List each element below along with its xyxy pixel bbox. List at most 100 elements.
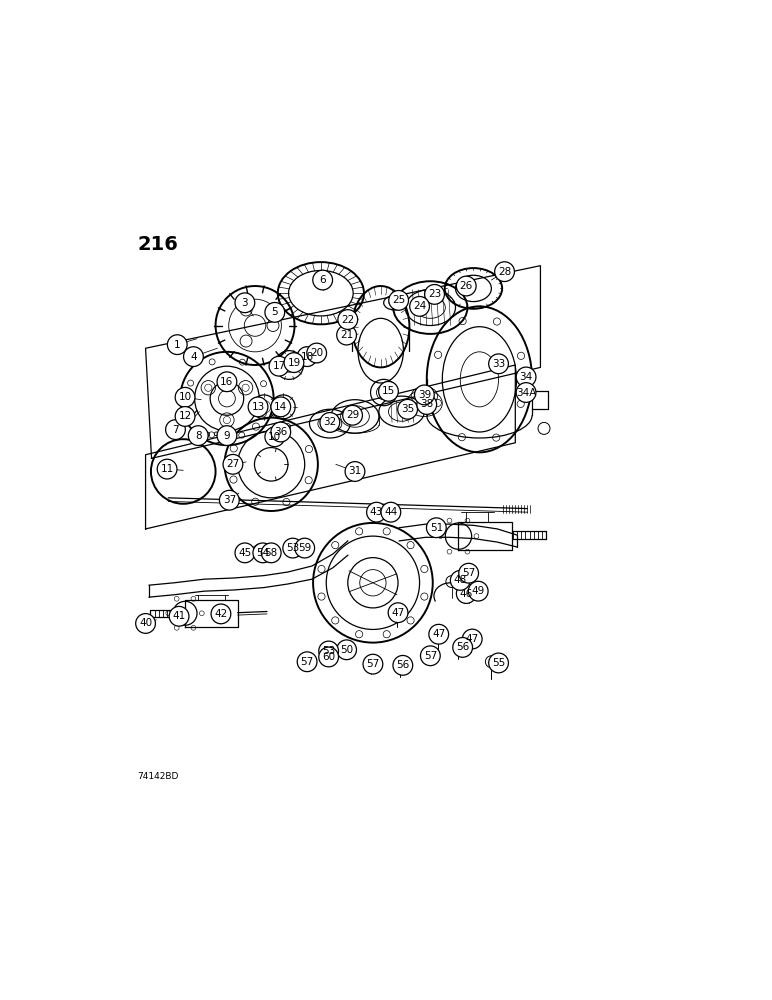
Text: 56: 56	[396, 660, 409, 670]
Text: 47: 47	[391, 608, 405, 618]
Text: 11: 11	[161, 464, 174, 474]
Circle shape	[223, 454, 242, 474]
Circle shape	[169, 606, 189, 626]
Text: 10: 10	[268, 432, 281, 442]
Circle shape	[297, 347, 317, 366]
Text: 33: 33	[492, 359, 505, 369]
Circle shape	[269, 356, 289, 376]
Circle shape	[429, 624, 449, 644]
Text: 46: 46	[459, 589, 473, 599]
Text: 13: 13	[252, 402, 265, 412]
Circle shape	[157, 459, 177, 479]
Text: 24: 24	[413, 301, 426, 311]
Text: 216: 216	[137, 235, 178, 254]
Text: 38: 38	[420, 399, 433, 409]
Circle shape	[421, 646, 440, 666]
Circle shape	[265, 427, 285, 447]
Text: 1: 1	[174, 340, 181, 350]
Text: 27: 27	[226, 459, 239, 469]
Circle shape	[337, 640, 357, 660]
Text: 54: 54	[256, 548, 269, 558]
Circle shape	[462, 629, 482, 649]
Circle shape	[235, 543, 255, 563]
Circle shape	[415, 385, 434, 405]
Text: 34A: 34A	[516, 388, 537, 398]
Circle shape	[184, 347, 203, 366]
Text: 25: 25	[392, 295, 405, 305]
Text: 42: 42	[215, 609, 228, 619]
Text: 59: 59	[298, 543, 311, 553]
Text: 18: 18	[300, 352, 313, 362]
Text: 29: 29	[346, 410, 359, 420]
Circle shape	[253, 543, 273, 563]
Text: 39: 39	[418, 390, 431, 400]
Text: 36: 36	[274, 427, 287, 437]
Text: 12: 12	[178, 411, 191, 421]
Circle shape	[381, 502, 401, 522]
Circle shape	[175, 387, 195, 407]
Text: 47: 47	[432, 629, 445, 639]
Circle shape	[319, 647, 338, 667]
Circle shape	[297, 652, 317, 672]
Circle shape	[363, 654, 383, 674]
Text: 44: 44	[384, 507, 398, 517]
Circle shape	[378, 381, 398, 401]
Text: 23: 23	[428, 289, 441, 299]
Circle shape	[345, 462, 365, 481]
Circle shape	[319, 641, 338, 661]
Circle shape	[456, 276, 476, 296]
Circle shape	[337, 325, 357, 345]
Text: 53: 53	[322, 646, 335, 656]
Text: 57: 57	[462, 568, 476, 578]
Circle shape	[410, 296, 429, 316]
Circle shape	[313, 270, 333, 290]
Circle shape	[136, 614, 155, 633]
Text: 9: 9	[224, 431, 230, 441]
Text: 74142BD: 74142BD	[137, 772, 178, 781]
Circle shape	[417, 395, 437, 414]
Text: 35: 35	[401, 404, 415, 414]
Circle shape	[306, 343, 327, 363]
Circle shape	[453, 638, 472, 657]
Text: 47: 47	[466, 634, 479, 644]
Text: 28: 28	[498, 267, 511, 277]
Circle shape	[166, 420, 185, 439]
Text: 53: 53	[286, 543, 300, 553]
Text: 20: 20	[310, 348, 323, 358]
Circle shape	[450, 571, 470, 590]
Text: 58: 58	[265, 548, 278, 558]
Text: 34: 34	[520, 372, 533, 382]
Circle shape	[168, 335, 187, 355]
Text: 55: 55	[492, 658, 505, 668]
Text: 19: 19	[287, 358, 300, 368]
Text: 22: 22	[341, 315, 354, 325]
Circle shape	[235, 293, 255, 313]
Circle shape	[425, 285, 445, 304]
Text: 32: 32	[323, 417, 337, 427]
Circle shape	[217, 372, 237, 392]
Circle shape	[367, 502, 386, 522]
Circle shape	[320, 413, 340, 432]
Circle shape	[495, 262, 514, 282]
Circle shape	[516, 367, 536, 387]
Text: 5: 5	[272, 307, 278, 317]
Text: 51: 51	[430, 523, 443, 533]
Circle shape	[219, 490, 239, 510]
Text: 26: 26	[459, 281, 473, 291]
Text: 3: 3	[242, 298, 248, 308]
Text: 56: 56	[456, 642, 469, 652]
Text: 16: 16	[220, 377, 234, 387]
Circle shape	[217, 426, 237, 445]
Text: 57: 57	[300, 657, 313, 667]
Circle shape	[469, 581, 488, 601]
Text: 21: 21	[340, 330, 354, 340]
Circle shape	[388, 603, 408, 623]
Circle shape	[188, 426, 208, 445]
Text: 6: 6	[320, 275, 326, 285]
Text: 41: 41	[172, 611, 186, 621]
Circle shape	[343, 405, 362, 425]
Text: 17: 17	[273, 361, 286, 371]
Text: 60: 60	[322, 652, 335, 662]
Circle shape	[459, 563, 479, 583]
Text: 57: 57	[366, 659, 380, 669]
